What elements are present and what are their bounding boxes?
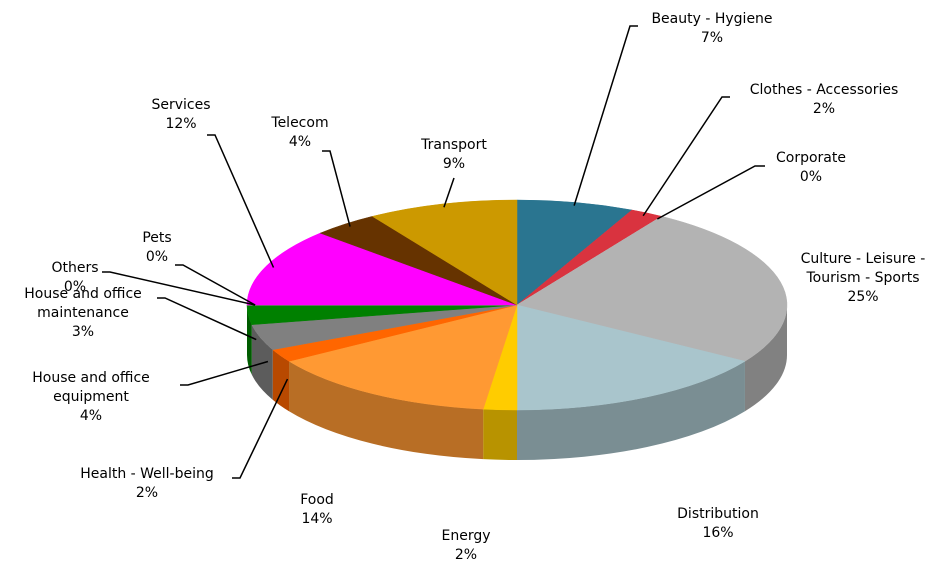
data-label: House and office maintenance 3% [8, 285, 158, 342]
label-name: Culture - Leisure - Tourism - Sports [800, 251, 926, 286]
label-name: Services [151, 97, 211, 113]
data-label: Transport 9% [404, 136, 504, 174]
label-name: Beauty - Hygiene [651, 11, 773, 27]
data-label: Food 14% [267, 491, 367, 529]
label-value: 0% [799, 169, 823, 185]
label-name: Telecom [271, 115, 329, 131]
label-value: 16% [702, 525, 734, 541]
leader-line [102, 271, 256, 306]
slice [288, 304, 518, 410]
leader-line [573, 25, 638, 206]
slice [371, 199, 518, 306]
slice-side [289, 361, 484, 460]
label-value: 4% [79, 408, 103, 424]
label-value: 0% [145, 249, 169, 265]
slice [516, 304, 746, 411]
leader-line [175, 264, 256, 306]
label-value: 12% [165, 116, 197, 132]
label-value: 2% [812, 101, 836, 117]
leader-lines [102, 25, 765, 479]
data-label: Culture - Leisure - Tourism - Sports 25% [778, 250, 939, 307]
leader-line [642, 96, 730, 217]
label-value: 9% [442, 156, 466, 172]
slice [516, 199, 633, 306]
slice-side [517, 361, 745, 460]
label-value: 14% [301, 511, 333, 527]
data-label: Services 12% [131, 96, 231, 134]
label-value: 2% [135, 485, 159, 501]
label-value: 25% [847, 289, 879, 305]
data-label: Telecom 4% [250, 114, 350, 152]
label-value: 0% [63, 279, 87, 295]
leader-line [656, 165, 765, 220]
data-label: Clothes - Accessories 2% [724, 81, 924, 119]
slice-side [483, 409, 517, 460]
leader-line [157, 297, 257, 341]
slice [246, 232, 518, 306]
label-name: Clothes - Accessories [749, 82, 899, 98]
leader-line [322, 150, 351, 227]
slice-side [744, 305, 788, 412]
data-label: Distribution 16% [648, 505, 788, 543]
leader-line [443, 177, 455, 208]
data-label: Others 0% [35, 259, 115, 297]
label-name: Transport [421, 137, 487, 153]
label-value: 3% [71, 324, 95, 340]
label-name: Corporate [776, 150, 846, 166]
label-name: Others [51, 260, 99, 276]
data-label: Health - Well-being 2% [57, 465, 237, 503]
leader-line [180, 360, 269, 386]
data-label: Corporate 0% [751, 149, 871, 187]
side-walls [247, 305, 788, 460]
label-name: House and office maintenance [24, 286, 142, 321]
data-label: House and office equipment 4% [16, 369, 166, 426]
data-label: Pets 0% [117, 229, 197, 267]
leader-line [232, 378, 289, 479]
slice-side [272, 349, 290, 412]
label-name: Health - Well-being [80, 466, 214, 482]
data-label: Energy 2% [416, 527, 516, 561]
leader-line [207, 134, 275, 268]
slice [516, 216, 788, 362]
slice-side [251, 324, 273, 400]
label-name: Energy [441, 528, 491, 544]
label-name: Distribution [677, 506, 759, 522]
label-value: 2% [454, 547, 478, 561]
data-label: Beauty - Hygiene 7% [627, 10, 797, 48]
top-faces [246, 199, 788, 411]
label-name: House and office equipment [32, 370, 150, 405]
label-name: Pets [142, 230, 172, 246]
label-value: 4% [288, 134, 312, 150]
label-value: 7% [700, 30, 724, 46]
label-name: Food [300, 492, 334, 508]
